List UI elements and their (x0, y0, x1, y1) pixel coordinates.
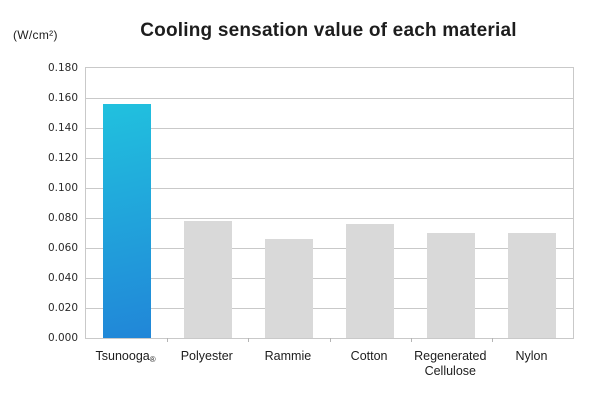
gridline (86, 128, 573, 129)
x-category-label-tsunooga: Tsunooga® (95, 349, 156, 364)
x-category-label-polyester: Polyester (180, 349, 233, 363)
y-tick-label: 0.120 (47, 152, 78, 164)
x-axis-boundary-tick (248, 338, 250, 342)
gridline (86, 188, 573, 189)
bar-tsunooga (102, 104, 151, 338)
bar-nylon (508, 233, 557, 338)
x-axis-boundary-tick (491, 338, 493, 342)
y-tick-label: 0.040 (47, 272, 78, 284)
gridline (86, 308, 573, 309)
y-tick-label: 0.000 (47, 332, 78, 344)
y-tick-label: 0.180 (47, 62, 78, 74)
x-axis-boundary-tick (329, 338, 331, 342)
y-tick-label: 0.160 (47, 92, 78, 104)
gridline (86, 98, 573, 99)
y-tick-label: 0.020 (47, 302, 78, 314)
chart-title: Cooling sensation value of each material (140, 20, 517, 41)
y-tick-label: 0.100 (47, 182, 78, 194)
bar-cotton (346, 224, 395, 338)
plot-area (85, 67, 574, 342)
x-axis-boundary-tick (410, 338, 412, 342)
bar-rammie (264, 239, 313, 338)
x-category-label-regenerated-cellulose: Regenerated Cellulose (414, 349, 487, 378)
x-category-label-nylon: Nylon (515, 349, 548, 363)
gridline (86, 218, 573, 219)
gridline (86, 248, 573, 249)
y-tick-label: 0.140 (47, 122, 78, 134)
gridline (86, 278, 573, 279)
y-axis-tick-labels: 0.000 0.020 0.040 0.060 0.080 0.100 0.120 0.140… (0, 62, 78, 344)
y-axis-unit-label: (W/cm²) (13, 28, 58, 42)
gridline (86, 158, 573, 159)
y-tick-label: 0.080 (47, 212, 78, 224)
x-axis-category-labels: Tsunooga® Polyester Rammie Cotton Regenerate… (85, 349, 572, 379)
registered-trademark-mark: ® (149, 355, 156, 364)
bar-regenerated-cellulose (427, 233, 476, 338)
x-axis-boundary-tick (167, 338, 169, 342)
x-category-label-cotton: Cotton (350, 349, 388, 363)
y-tick-label: 0.060 (47, 242, 78, 254)
x-category-label-rammie: Rammie (264, 349, 312, 363)
bar-polyester (183, 221, 232, 338)
